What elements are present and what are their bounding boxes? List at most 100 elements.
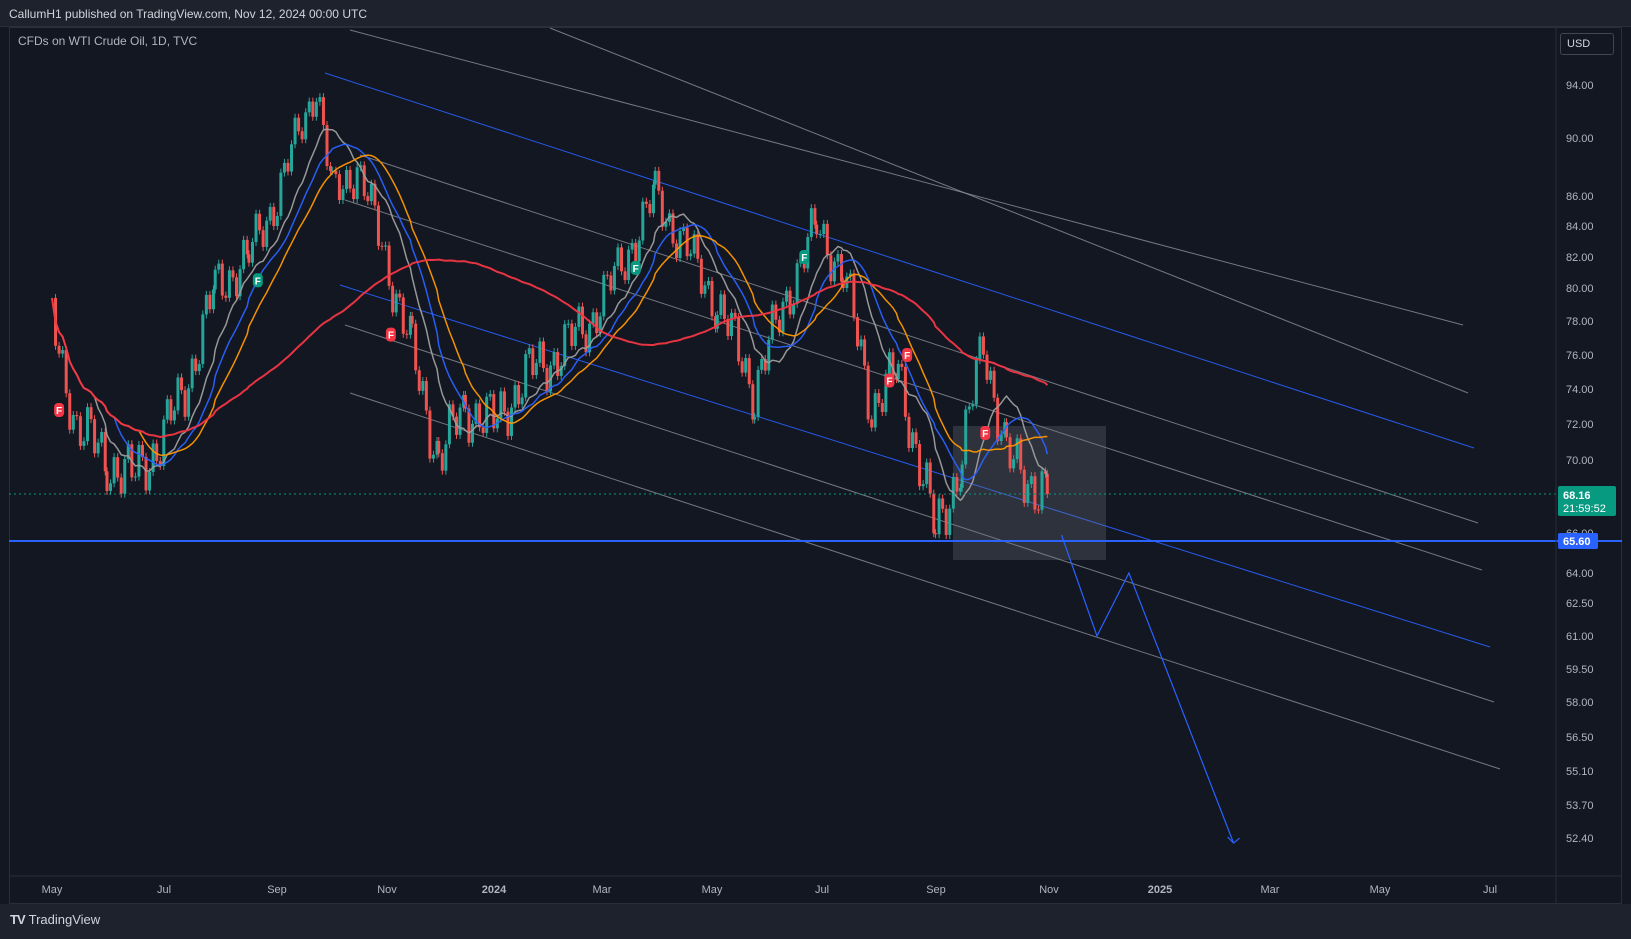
candle: [297, 117, 301, 132]
candle: [458, 407, 462, 435]
candle: [341, 189, 345, 201]
candle: [499, 391, 503, 419]
marker-label: F: [801, 253, 807, 264]
candle: [133, 476, 137, 478]
candle: [527, 348, 531, 355]
candle: [818, 234, 822, 236]
candle: [781, 301, 785, 333]
chart-frame[interactable]: [9, 27, 1622, 904]
candle: [140, 444, 144, 457]
marker-label: F: [56, 406, 62, 417]
candle: [227, 270, 231, 298]
candle: [657, 170, 661, 191]
candle: [369, 183, 373, 202]
candle: [563, 324, 567, 367]
candle: [722, 294, 726, 319]
candle: [151, 443, 155, 473]
candle: [208, 294, 212, 310]
candle: [137, 444, 141, 477]
moving-average-line: [51, 143, 1049, 481]
candle: [183, 390, 187, 417]
marker-badge: [54, 403, 65, 417]
candle: [78, 416, 82, 446]
candle: [602, 274, 606, 317]
candle: [531, 348, 535, 376]
candle: [510, 407, 514, 436]
candle: [570, 323, 574, 346]
candle: [534, 362, 538, 376]
candle: [424, 381, 428, 411]
candle: [651, 184, 655, 214]
candle: [692, 234, 696, 254]
price-chart[interactable]: F F F F F F F F 94.00 90.00 86.00 84.00 82.00 80.00 7…: [0, 0, 1631, 904]
channel-line: [359, 154, 1479, 524]
candle: [481, 427, 485, 433]
candle: [1036, 509, 1040, 511]
candle: [355, 167, 359, 200]
range-box: [953, 426, 1106, 560]
candle: [279, 172, 283, 216]
candle: [964, 409, 968, 465]
candle: [623, 271, 627, 281]
marker-label: F: [886, 377, 892, 388]
time-tick-label: May: [1370, 884, 1391, 896]
candle: [925, 462, 929, 485]
candle: [1019, 438, 1023, 470]
time-tick-label: May: [702, 884, 723, 896]
projection-path: [1060, 534, 1240, 844]
marker-badge: [799, 250, 810, 264]
candle: [329, 166, 333, 172]
candle: [204, 294, 208, 315]
candle: [573, 326, 577, 346]
candle: [664, 221, 668, 227]
candle: [311, 101, 315, 117]
candle: [451, 404, 455, 417]
candle: [896, 363, 900, 380]
candle: [71, 414, 75, 430]
candle: [612, 266, 616, 291]
price-series: [51, 93, 1049, 539]
candle: [282, 162, 286, 173]
candle: [321, 97, 325, 126]
candle: [1012, 459, 1016, 469]
candle: [932, 493, 936, 534]
time-tick-label: Nov: [377, 884, 397, 896]
tradingview-brand[interactable]: TV TradingView: [10, 912, 100, 927]
moving-average-line: [51, 258, 1049, 439]
channel-line: [349, 392, 1501, 770]
candle: [435, 440, 439, 455]
candle: [595, 312, 599, 334]
candle: [866, 365, 870, 420]
candle: [265, 220, 269, 247]
candle: [840, 254, 844, 282]
currency-button[interactable]: USD: [1560, 33, 1614, 55]
candle: [903, 366, 907, 417]
candle: [928, 462, 932, 494]
candle: [616, 247, 620, 267]
marker-label: F: [388, 331, 394, 342]
candle: [103, 431, 107, 472]
bar-countdown: 21:59:52: [1563, 503, 1606, 515]
candle: [373, 183, 377, 206]
candle: [362, 165, 366, 197]
candle: [247, 254, 251, 263]
candle: [996, 397, 1000, 442]
candle: [485, 396, 489, 433]
candle: [235, 277, 239, 297]
footer-bar: [0, 904, 1631, 939]
candle: [421, 381, 425, 391]
time-tick-label: Jul: [815, 884, 829, 896]
price-tick-label: 70.00: [1566, 455, 1594, 467]
candle: [870, 419, 874, 428]
candle: [671, 213, 675, 244]
candle: [254, 213, 258, 243]
candle: [231, 270, 235, 278]
price-tick-label: 74.00: [1566, 384, 1594, 396]
time-axis[interactable]: May Jul Sep Nov 2024 Mar May Jul Sep Nov 2025 Mar Ma…: [9, 875, 1622, 896]
price-axis[interactable]: 94.00 90.00 86.00 84.00 82.00 80.00 78.00 76.00…: [1555, 27, 1594, 904]
candle: [190, 358, 194, 389]
candle: [376, 205, 380, 246]
candle: [431, 454, 435, 459]
candle: [689, 253, 693, 257]
candle: [566, 323, 570, 325]
